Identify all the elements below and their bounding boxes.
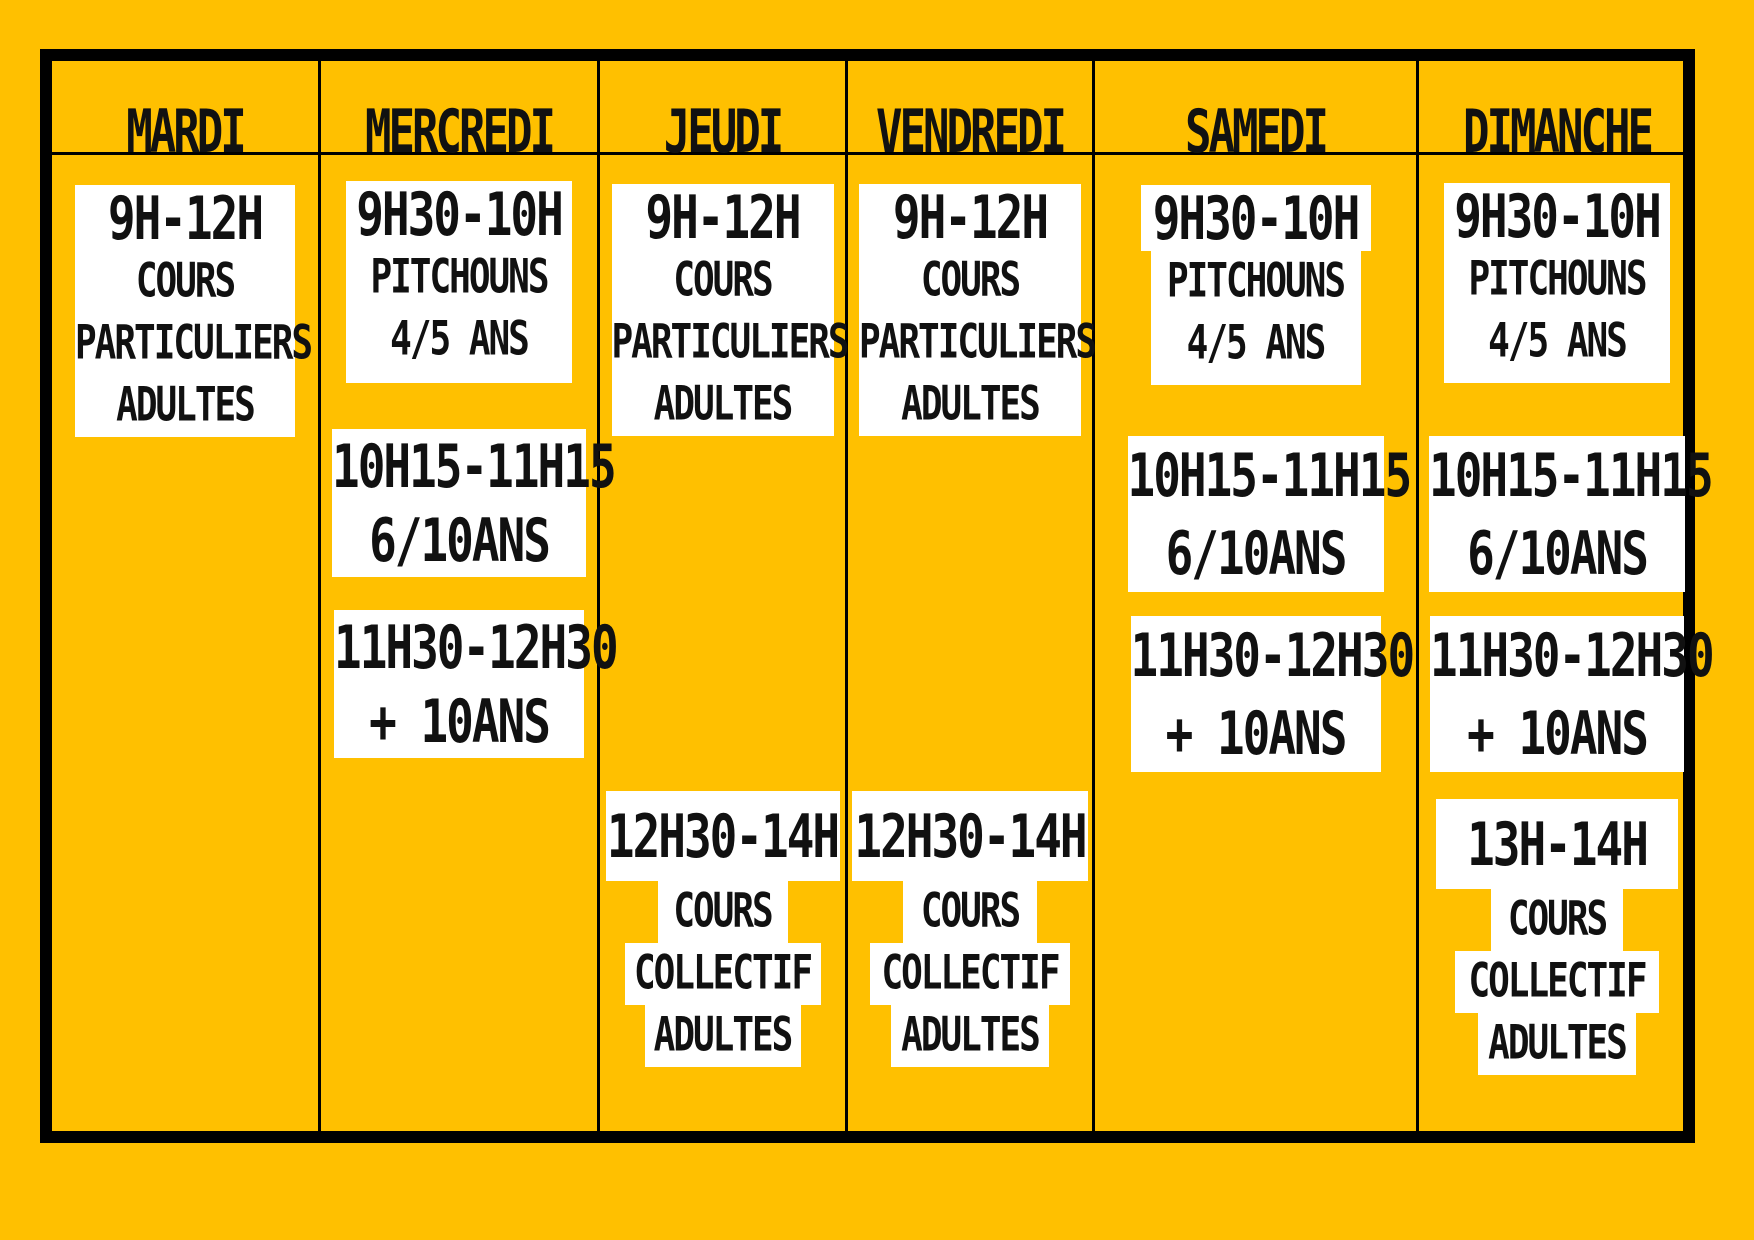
slot-line: 6/10ANS [1127,514,1384,592]
slot-samedi-1: 9H30-10H PITCHOUNS 4/5 ANS [1095,183,1416,385]
slot-time: 9H-12H [611,182,834,252]
slot-line: PITCHOUNS [1150,251,1361,313]
slot-time: 11H30-12H30 [334,610,619,684]
slot-time: 10H15-11H15 [1429,436,1714,514]
slot-line: + 10ANS [1430,694,1684,772]
slot-vendredi-1: 9H-12H COURS PARTICULIERS ADULTES [848,182,1097,436]
slot-line: COLLECTIF [870,943,1070,1005]
slot-time: 11H30-12H30 [1430,616,1715,694]
slot-line: 6/10ANS [332,503,586,577]
slot-line: 4/5 ANS [1444,311,1670,383]
slot-time: 9H30-10H [1140,183,1371,253]
slot-line: COURS [611,250,834,312]
slot-line: + 10ANS [334,684,584,758]
slot-line: COURS [1491,889,1623,951]
slot-time: 12H30-14H [852,791,1088,881]
slot-dimanche-2: 10H15-11H15 6/10ANS [1419,436,1714,592]
slot-mercredi-2: 10H15-11H15 6/10ANS [321,429,617,577]
slot-line: COLLECTIF [624,943,821,1005]
slot-dimanche-4: 13H-14H COURS COLLECTIF ADULTES [1419,799,1695,1075]
column-divider [1092,61,1095,1131]
slot-jeudi-2: 12H30-14H COURS COLLECTIF ADULTES [600,791,845,1067]
slot-samedi-2: 10H15-11H15 6/10ANS [1095,436,1416,592]
slot-line: ADULTES [611,374,834,436]
slot-time: 9H30-10H [346,179,572,249]
slot-mardi-1: 9H-12H COURS PARTICULIERS ADULTES [62,183,313,437]
day-header-vendredi: VENDREDI [876,98,1067,167]
column-divider [845,61,848,1131]
slot-line: 6/10ANS [1429,514,1685,592]
day-header-dimanche: DIMANCHE [1463,98,1654,167]
slot-time: 13H-14H [1436,799,1678,889]
slot-dimanche-1: 9H30-10H PITCHOUNS 4/5 ANS [1419,181,1695,383]
slot-time: 10H15-11H15 [1127,436,1412,514]
slot-mercredi-3: 11H30-12H30 + 10ANS [321,610,619,758]
slot-line: PARTICULIERS [75,313,313,375]
column-divider [318,61,321,1131]
slot-line: COURS [903,881,1037,943]
slot-time: 9H30-10H [1444,181,1670,251]
column-divider [1416,61,1419,1131]
slot-vendredi-2: 12H30-14H COURS COLLECTIF ADULTES [848,791,1092,1067]
slot-line: ADULTES [859,374,1081,436]
slot-line: ADULTES [644,1005,801,1067]
day-header-jeudi: JEUDI [663,98,784,167]
slot-time: 9H-12H [75,183,295,253]
slot-line: COLLECTIF [1455,951,1659,1013]
day-header-mercredi: MERCREDI [365,98,556,167]
slot-time: 12H30-14H [605,791,840,881]
slot-line: COURS [75,251,295,313]
column-divider [597,61,600,1131]
weekly-schedule-table: MARDI MERCREDI JEUDI VENDREDI SAMEDI DIM… [40,49,1715,1143]
slot-time: 9H-12H [859,182,1081,252]
day-header-mardi: MARDI [126,98,246,167]
slot-line: 4/5 ANS [346,309,572,383]
slot-line: ADULTES [75,375,295,437]
slot-line: PARTICULIERS [611,312,850,374]
slot-line: 4/5 ANS [1150,313,1361,385]
slot-mercredi-1: 9H30-10H PITCHOUNS 4/5 ANS [321,179,597,383]
slot-line: PITCHOUNS [346,247,572,309]
slot-jeudi-1: 9H-12H COURS PARTICULIERS ADULTES [600,182,850,436]
day-header-samedi: SAMEDI [1185,98,1329,167]
slot-line: COURS [859,250,1081,312]
slot-line: PITCHOUNS [1444,249,1670,311]
header-divider [52,152,1683,155]
slot-dimanche-3: 11H30-12H30 + 10ANS [1419,616,1715,772]
slot-line: + 10ANS [1130,694,1381,772]
slot-line: ADULTES [891,1005,1049,1067]
slot-line: ADULTES [1478,1013,1636,1075]
slot-time: 10H15-11H15 [332,429,617,503]
slot-time: 11H30-12H30 [1130,616,1415,694]
slot-samedi-3: 11H30-12H30 + 10ANS [1095,616,1416,772]
slot-line: COURS [657,881,788,943]
slot-line: PARTICULIERS [859,312,1097,374]
